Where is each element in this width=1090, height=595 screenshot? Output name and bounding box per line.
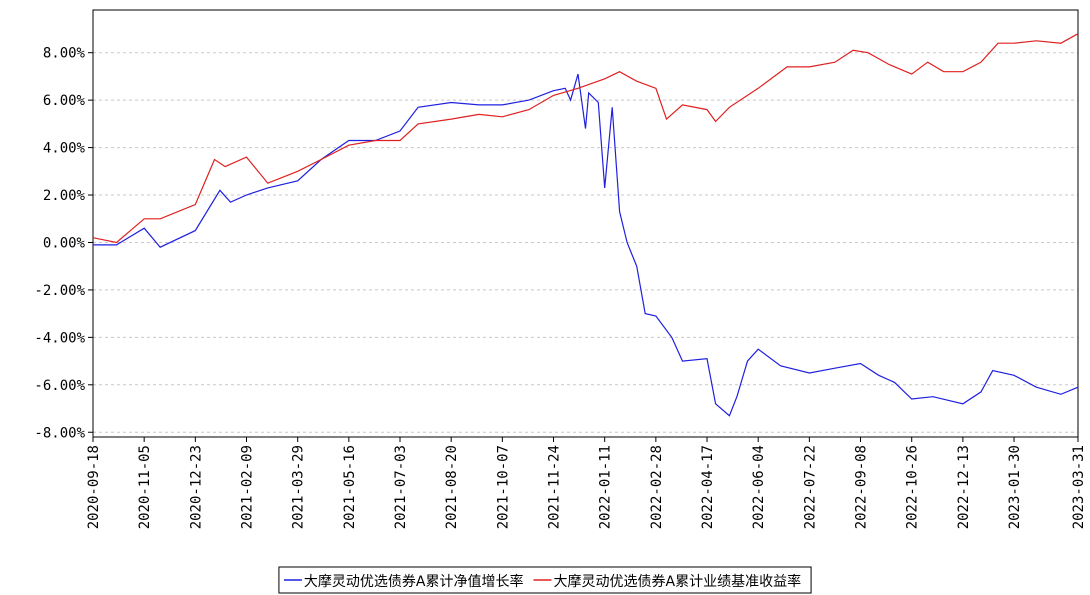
y-tick-label: 0.00% — [43, 235, 86, 251]
x-tick-label: 2021-02-09 — [240, 445, 256, 529]
x-tick-label: 2023-03-31 — [1071, 445, 1087, 529]
y-tick-label: -6.00% — [34, 378, 85, 394]
x-tick-label: 2022-10-26 — [905, 445, 921, 529]
legend-box — [278, 566, 812, 594]
x-tick-label: 2022-06-04 — [751, 445, 767, 529]
x-tick-label: 2022-02-28 — [649, 445, 665, 529]
series-line — [92, 33, 1079, 244]
legend-label: 大摩灵动优选债券A累计业绩基准收益率 — [554, 573, 802, 590]
x-tick-label: 2022-09-08 — [854, 445, 870, 529]
x-tick-label: 2020-11-05 — [137, 445, 153, 529]
x-tick-label: 2020-09-18 — [86, 445, 102, 529]
x-tick-label: 2021-10-07 — [495, 445, 511, 529]
x-tick-label: 2022-07-22 — [802, 445, 818, 529]
x-tick-label: 2022-12-13 — [956, 445, 972, 529]
y-tick-label: 2.00% — [43, 188, 86, 204]
x-tick-label: 2020-12-23 — [188, 445, 204, 529]
x-tick-label: 2021-05-16 — [342, 445, 358, 529]
legend: 大摩灵动优选债券A累计净值增长率 大摩灵动优选债券A累计业绩基准收益率 — [278, 566, 812, 594]
x-tick-label: 2021-03-29 — [291, 445, 307, 529]
plot-frame — [92, 9, 1079, 438]
y-tick-label: -8.00% — [34, 425, 85, 441]
legend-label: 大摩灵动优选债券A累计净值增长率 — [304, 573, 524, 590]
y-tick-label: -2.00% — [34, 283, 85, 299]
x-tick-label: 2021-08-20 — [444, 445, 460, 529]
x-tick-label: 2023-01-30 — [1007, 445, 1023, 529]
x-tick-label: 2022-01-11 — [598, 445, 614, 529]
y-tick-label: 8.00% — [43, 46, 86, 62]
y-tick-label: -4.00% — [34, 330, 85, 346]
series-line — [93, 73, 1079, 417]
y-tick-label: 6.00% — [43, 93, 86, 109]
x-tick-label: 2021-07-03 — [393, 445, 409, 529]
x-tick-label: 2022-04-17 — [700, 445, 716, 529]
y-tick-label: 4.00% — [43, 141, 86, 157]
x-tick-label: 2021-11-24 — [547, 445, 563, 529]
